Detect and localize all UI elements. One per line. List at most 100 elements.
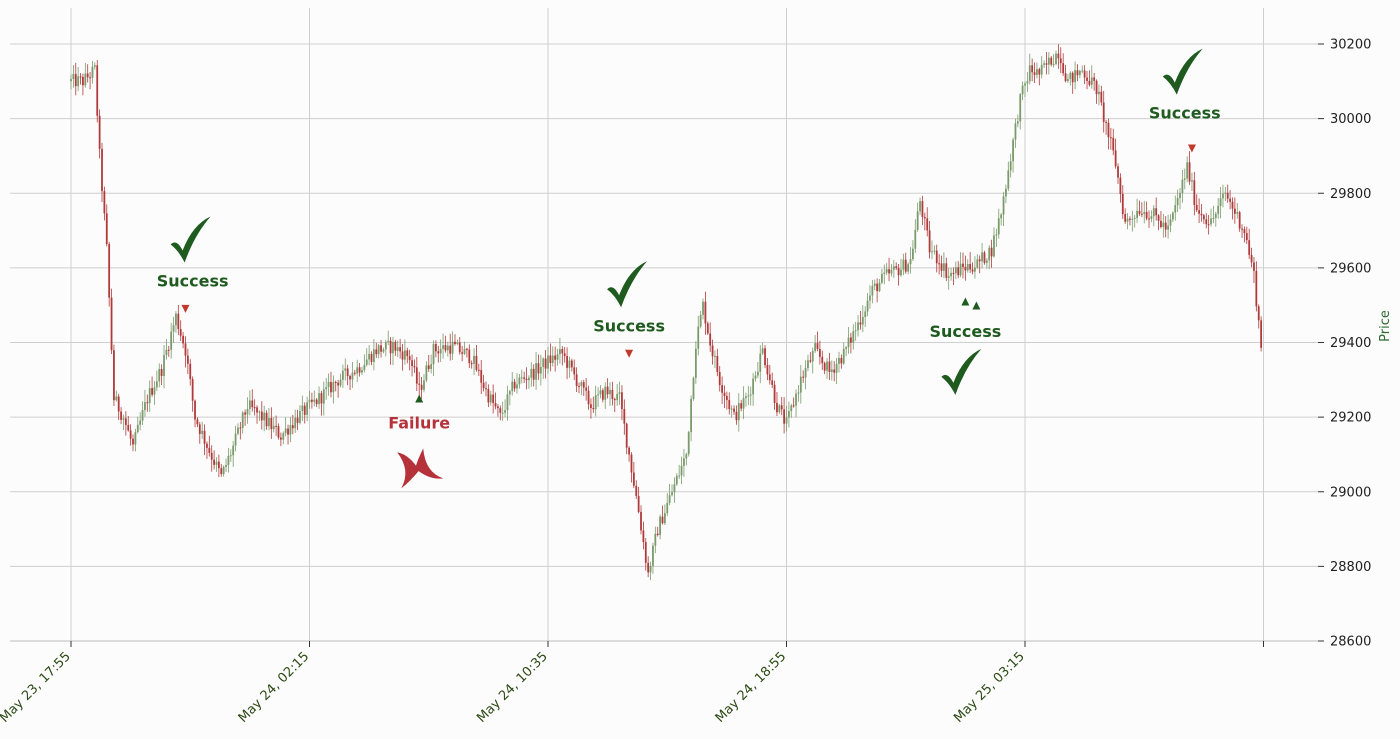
y-tick-label: 30200 [1330, 38, 1371, 53]
candle-body [811, 351, 814, 362]
candle-body [821, 356, 824, 364]
candle-body [740, 403, 743, 409]
y-tick-label: 29200 [1330, 411, 1371, 426]
candle-body [716, 356, 719, 373]
y-tick-label: 29800 [1330, 187, 1371, 202]
candle-body [885, 269, 888, 273]
candle-body [418, 383, 421, 385]
candle-body [1145, 211, 1148, 219]
candle-body [96, 65, 99, 116]
candle-body [957, 267, 960, 276]
candle-body [900, 269, 902, 276]
candle-body [127, 424, 130, 431]
candle-body [928, 230, 931, 253]
candle-body [983, 252, 986, 263]
candle-body [1176, 198, 1179, 206]
candle-body [1202, 215, 1205, 220]
candle-body [1028, 65, 1031, 82]
candle-body [268, 418, 270, 427]
candle-body [647, 562, 650, 573]
candle-body [365, 359, 368, 365]
candle-body [177, 313, 180, 330]
candle-body [1105, 121, 1107, 123]
candle-body [468, 349, 471, 364]
candle-body [859, 322, 862, 325]
candle-body [158, 369, 161, 382]
candle-body [954, 267, 957, 274]
candle-body [761, 348, 764, 354]
candle-body [864, 311, 867, 317]
cross-icon [415, 448, 444, 479]
candle-body [153, 387, 156, 395]
candle-body [430, 364, 433, 369]
candle-body [747, 395, 750, 397]
candle-body [714, 356, 716, 358]
candle-body [694, 348, 697, 378]
candle-body [1093, 77, 1096, 81]
candle-body [966, 264, 969, 271]
candle-body [1112, 137, 1115, 151]
candle-body [306, 402, 309, 415]
candle-body [423, 380, 425, 390]
candle-body [492, 394, 495, 404]
candle-body [1086, 77, 1088, 81]
candle-body [124, 418, 127, 425]
candle-body [308, 399, 311, 403]
candle-body [976, 259, 979, 268]
candle-body [814, 343, 817, 352]
candle-body [823, 363, 826, 371]
candle-body [1255, 270, 1258, 307]
candle-body [1238, 212, 1241, 229]
candle-body [816, 343, 819, 350]
y-tick-label: 28600 [1330, 635, 1371, 650]
candle-body [1000, 214, 1003, 219]
candle-body [146, 402, 149, 404]
candle-body [132, 438, 134, 445]
candle-body [1109, 137, 1112, 139]
candle-body [513, 381, 516, 389]
candle-body [272, 425, 275, 430]
candle-body [1102, 102, 1105, 122]
candle-body [155, 381, 158, 388]
candle-body [1229, 198, 1232, 202]
candle-body [74, 73, 77, 87]
candle-body [139, 420, 142, 425]
candle-body [449, 345, 452, 354]
candle-body [752, 378, 755, 395]
candle-body [201, 430, 204, 434]
candle-body [849, 337, 852, 343]
candle-body [301, 405, 304, 411]
candle-body [480, 370, 483, 383]
candle-body [756, 371, 759, 376]
candle-body [1107, 122, 1110, 138]
candle-body [520, 377, 523, 379]
candle-body [599, 390, 602, 395]
candle-body [609, 389, 611, 395]
candle-body [842, 348, 845, 364]
candle-body [1129, 218, 1131, 220]
candle-body [833, 369, 836, 373]
candle-body [904, 259, 907, 272]
candle-body [375, 349, 378, 355]
candle-body [742, 398, 745, 409]
candle-body [401, 351, 404, 360]
candle-body [766, 365, 769, 375]
candle-body [573, 367, 576, 375]
candle-body [804, 368, 807, 378]
candle-body [1233, 208, 1236, 214]
candle-body [332, 381, 335, 393]
annotation-label: Failure [388, 413, 450, 432]
candle-body [327, 381, 330, 388]
candle-body [337, 382, 340, 386]
candle-body [809, 360, 812, 362]
candle-body [413, 366, 416, 368]
candle-body [680, 465, 683, 476]
annotation-label: Success [1149, 104, 1221, 123]
candle-body [263, 412, 266, 421]
candle-body [237, 427, 239, 434]
candle-body [1212, 217, 1215, 219]
candle-body [198, 424, 201, 434]
buy-marker [415, 394, 424, 403]
candle-body [1007, 170, 1010, 189]
